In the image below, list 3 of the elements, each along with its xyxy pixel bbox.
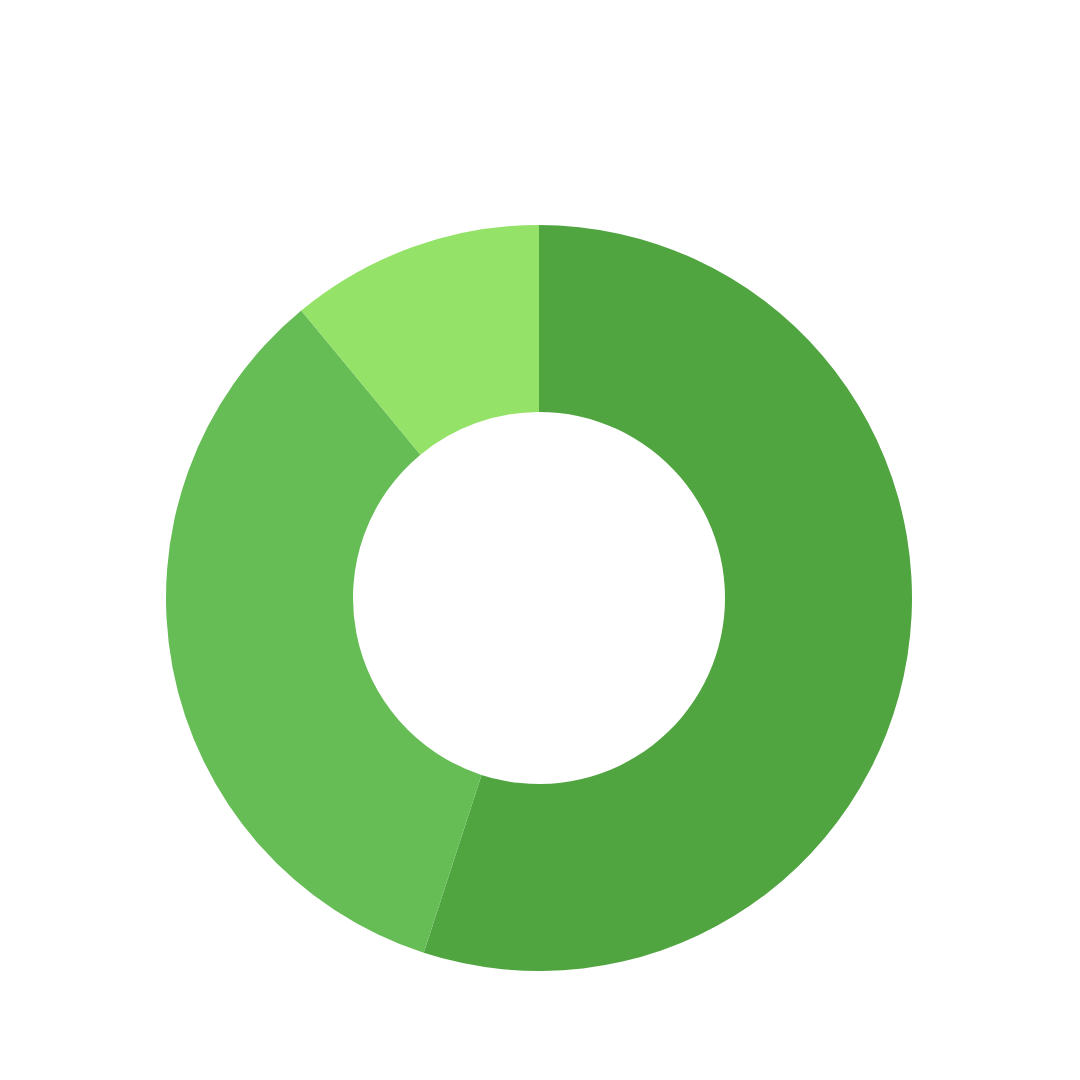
donut-slice xyxy=(301,225,539,455)
donut-slice xyxy=(166,310,482,953)
donut-slice xyxy=(423,225,912,971)
